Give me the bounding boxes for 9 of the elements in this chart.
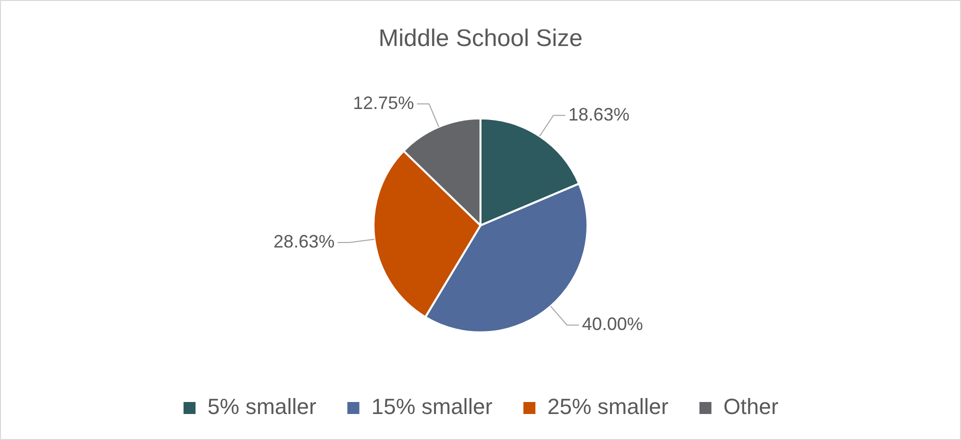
data-label: 12.75% xyxy=(352,92,414,113)
data-label: 28.63% xyxy=(274,231,335,252)
legend-label: 25% smaller xyxy=(547,394,668,420)
chart-title: Middle School Size xyxy=(378,25,583,52)
legend-label: Other xyxy=(723,394,778,420)
legend-label: 5% smaller xyxy=(208,394,316,420)
data-label: 18.63% xyxy=(568,104,630,124)
legend-label: 15% smaller xyxy=(371,394,492,420)
data-label: 40.00% xyxy=(582,314,644,334)
